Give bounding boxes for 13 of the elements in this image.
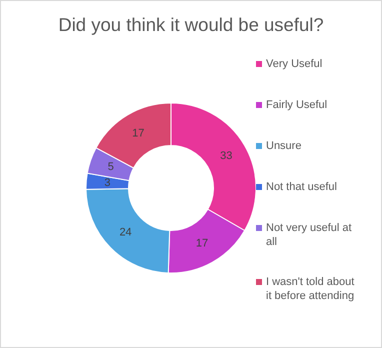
data-label: 17 — [132, 127, 144, 140]
legend-label: Fairly Useful — [266, 99, 328, 111]
data-label: 33 — [220, 150, 232, 162]
legend-label: Not very useful at all — [266, 222, 352, 248]
legend-label: I wasn't told about it before attending — [266, 276, 354, 302]
chart-title: Did you think it would be useful? — [58, 14, 324, 35]
data-label: 5 — [108, 161, 114, 174]
legend-label: Very Useful — [266, 58, 322, 70]
data-label: 24 — [119, 226, 132, 239]
legend-label: Not that useful — [266, 181, 337, 193]
data-label: 3 — [104, 176, 111, 189]
data-label: 17 — [196, 238, 208, 250]
legend-label: Unsure — [266, 140, 302, 152]
